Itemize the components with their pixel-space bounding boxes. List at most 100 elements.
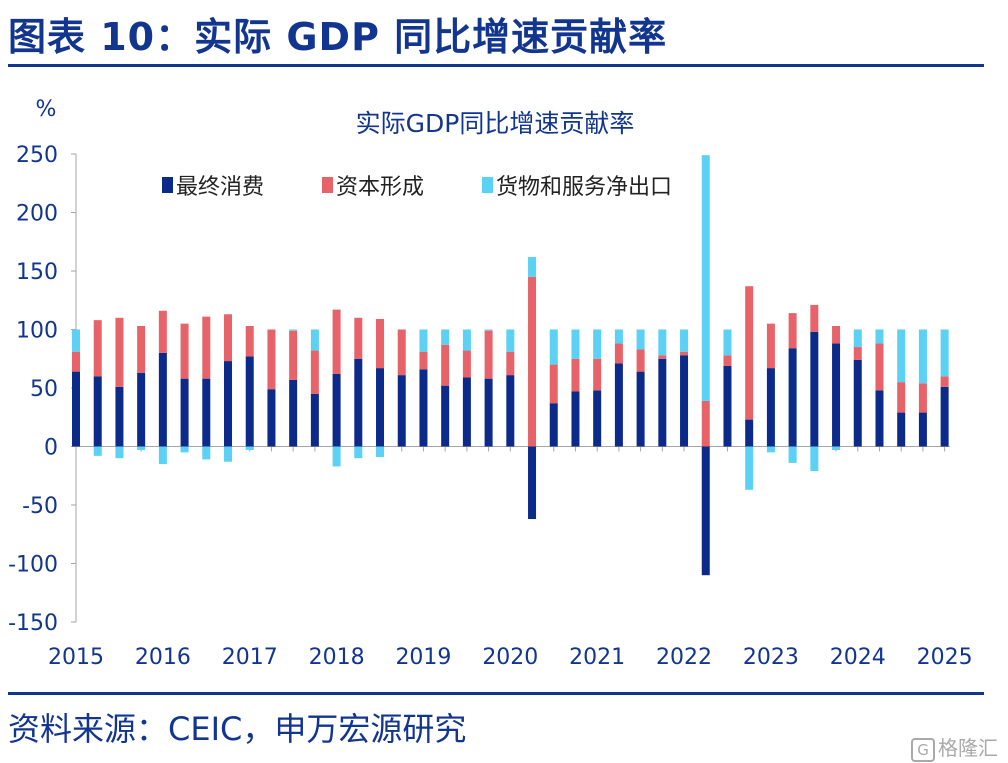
bar-capital	[289, 330, 298, 380]
bar-net-exports	[506, 329, 515, 352]
bar-consumption	[72, 371, 80, 447]
source-note: 资料来源：CEIC，申万宏源研究	[8, 710, 467, 748]
bar-net-exports	[528, 256, 537, 277]
chart-title: 实际GDP同比增速贡献率	[356, 109, 635, 138]
bar-capital	[918, 383, 927, 413]
bar-capital	[376, 318, 385, 369]
x-tick-label: 2025	[917, 645, 973, 670]
bar-net-exports	[832, 446, 841, 451]
bar-consumption	[180, 378, 189, 447]
bar-capital	[549, 364, 558, 404]
bar-capital	[484, 330, 493, 379]
bar-net-exports	[462, 329, 471, 351]
bar-net-exports	[918, 329, 927, 384]
bar-net-exports	[897, 329, 906, 383]
bar-consumption	[788, 348, 797, 447]
bar-consumption	[506, 375, 515, 447]
bar-net-exports	[115, 446, 124, 459]
bar-net-exports	[441, 329, 450, 345]
legend: 最终消费 资本形成 货物和服务净出口	[162, 175, 672, 200]
bar-consumption	[680, 355, 689, 447]
bar-capital	[462, 350, 471, 378]
bars	[72, 155, 949, 576]
bar-consumption	[528, 446, 537, 520]
figure-title: 图表 10：实际 GDP 同比增速贡献率	[8, 15, 668, 59]
x-tick-label: 2019	[395, 645, 451, 670]
bar-consumption	[289, 379, 298, 447]
y-tick-label: -100	[8, 553, 58, 578]
bar-capital	[332, 309, 341, 374]
x-tick-label: 2022	[656, 645, 712, 670]
bar-capital	[267, 329, 276, 390]
bar-net-exports	[680, 329, 689, 352]
bar-net-exports	[289, 329, 298, 331]
bar-capital	[354, 317, 363, 359]
x-tick-label: 2016	[135, 645, 191, 670]
bar-capital	[766, 323, 775, 369]
bar-capital	[397, 329, 406, 376]
legend-swatch-net-exports	[482, 177, 493, 193]
bar-net-exports	[658, 329, 667, 356]
bar-consumption	[484, 378, 493, 447]
bar-capital	[593, 358, 602, 391]
bar-capital	[940, 376, 949, 387]
bar-capital	[137, 325, 146, 373]
bar-net-exports	[549, 329, 558, 365]
bar-capital	[441, 344, 450, 386]
bar-net-exports	[93, 446, 102, 456]
x-tick-label: 2015	[48, 645, 104, 670]
bar-consumption	[875, 390, 884, 447]
bar-net-exports	[766, 446, 775, 453]
bar-consumption	[137, 372, 146, 447]
x-axis: 2015 2016 2017 2018 2019 2020 2021 2022 2023 2024…	[48, 446, 973, 670]
bar-capital	[832, 325, 841, 344]
bar-capital	[658, 355, 667, 359]
y-tick-label: 200	[16, 202, 58, 227]
bar-capital	[310, 350, 319, 394]
bar-capital	[680, 351, 689, 356]
bar-net-exports	[745, 446, 754, 490]
y-tick-label: -50	[22, 494, 58, 519]
bar-consumption	[571, 391, 580, 447]
bar-consumption	[614, 363, 623, 447]
bar-net-exports	[593, 329, 602, 359]
bar-net-exports	[310, 329, 319, 351]
bar-capital	[701, 400, 710, 447]
bar-capital	[506, 351, 515, 376]
title-rule	[8, 64, 984, 67]
bar-consumption	[267, 389, 276, 447]
bar-consumption	[658, 358, 667, 447]
bar-consumption	[158, 352, 167, 447]
bar-consumption	[810, 331, 819, 447]
bar-capital	[853, 347, 862, 360]
bar-consumption	[897, 412, 906, 447]
bar-net-exports	[224, 446, 233, 462]
bar-consumption	[701, 446, 710, 576]
bar-net-exports	[137, 446, 146, 451]
x-tick-label: 2018	[309, 645, 365, 670]
bar-consumption	[376, 368, 385, 447]
bar-consumption	[93, 376, 102, 447]
bar-consumption	[918, 412, 927, 447]
bar-net-exports	[614, 329, 623, 344]
legend-label-capital: 资本形成	[336, 175, 424, 200]
legend-item-net-exports: 货物和服务净出口	[482, 175, 672, 200]
x-tick-label: 2023	[743, 645, 799, 670]
legend-swatch-capital	[322, 177, 333, 193]
x-tick-label: 2017	[222, 645, 278, 670]
bar-capital	[810, 304, 819, 332]
y-axis: 250 200 150 100 50 0 -50 -100 -150	[8, 143, 77, 636]
bar-capital	[115, 317, 124, 387]
bar-net-exports	[875, 329, 884, 344]
y-tick-label: 250	[16, 143, 58, 168]
bar-consumption	[202, 378, 211, 447]
x-tick-label: 2020	[482, 645, 538, 670]
watermark: G 格隆汇	[911, 732, 998, 762]
bar-capital	[93, 320, 102, 377]
bar-consumption	[397, 375, 406, 447]
bar-capital	[788, 313, 797, 349]
bar-net-exports	[701, 155, 710, 401]
bar-capital	[158, 310, 167, 353]
bar-capital	[875, 343, 884, 391]
bar-capital	[180, 323, 189, 379]
